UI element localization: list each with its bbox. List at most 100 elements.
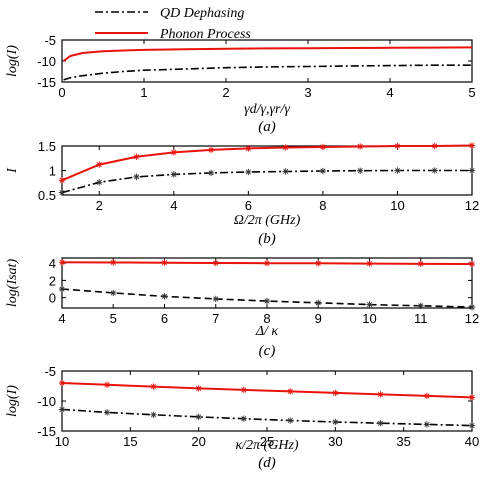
- marker-stroke: [59, 380, 65, 386]
- y-tick-label: -5: [44, 33, 56, 48]
- data-point-qd-dephasing: [103, 409, 111, 416]
- data-point-phonon-process: [96, 161, 103, 168]
- series-line-phonon-process: [61, 382, 473, 399]
- marker-stroke: [394, 167, 401, 174]
- x-tick-label: 2: [96, 198, 103, 213]
- y-tick-label: 1: [49, 164, 56, 179]
- marker-stroke: [161, 293, 168, 299]
- x-tick-label: 4: [386, 85, 393, 100]
- marker-stroke: [315, 260, 321, 266]
- plot-frame: [61, 370, 473, 432]
- data-point-phonon-process: [58, 379, 66, 387]
- marker-stroke: [394, 143, 401, 149]
- legend-label-phonon-process: Phonon Process: [159, 27, 251, 42]
- data-point-qd-dephasing: [431, 167, 438, 174]
- x-tick-label: 30: [328, 434, 342, 449]
- marker-stroke: [213, 260, 219, 266]
- x-tick-label: 4: [58, 311, 65, 326]
- marker-stroke: [469, 423, 475, 429]
- data-point-phonon-process: [319, 143, 327, 151]
- data-point-qd-dephasing: [96, 179, 103, 186]
- marker-stroke: [59, 406, 65, 412]
- marker-stroke: [418, 303, 424, 309]
- marker-stroke: [287, 388, 293, 394]
- panel-caption: (a): [258, 119, 276, 135]
- marker-stroke: [110, 290, 116, 296]
- x-tick-label: 11: [414, 311, 428, 326]
- marker-stroke: [151, 384, 157, 390]
- data-point-qd-dephasing: [110, 289, 117, 297]
- x-tick-label: 10: [55, 434, 69, 449]
- marker-stroke: [96, 179, 102, 185]
- marker-stroke: [161, 260, 168, 266]
- marker-stroke: [315, 300, 321, 306]
- data-point-phonon-process: [417, 260, 424, 268]
- y-axis-label: log(I): [5, 45, 20, 77]
- data-point-qd-dephasing: [423, 421, 431, 428]
- x-tick-label: 8: [263, 311, 270, 326]
- marker-stroke: [104, 409, 110, 415]
- marker-stroke: [469, 261, 475, 267]
- data-point-qd-dephasing: [356, 167, 364, 174]
- x-tick-label: 1: [140, 85, 147, 100]
- marker-stroke: [432, 167, 438, 174]
- marker-stroke: [151, 412, 157, 418]
- marker-stroke: [377, 420, 383, 426]
- x-tick-label: 0: [58, 85, 65, 100]
- data-point-qd-dephasing: [58, 189, 66, 196]
- data-point-phonon-process: [282, 144, 289, 151]
- marker-stroke: [133, 154, 140, 160]
- series-line-phonon-process: [61, 144, 473, 182]
- data-point-qd-dephasing: [240, 415, 247, 422]
- data-point-phonon-process: [195, 385, 202, 392]
- y-axis-label: log(I): [5, 385, 20, 417]
- marker-stroke: [377, 391, 383, 397]
- marker-stroke: [418, 261, 424, 267]
- x-tick-label: 40: [465, 434, 479, 449]
- y-axis-label: I: [5, 167, 20, 174]
- panel-b: 2 4 6 8 10 12 0.5 1 1.5 Ω/2π (GHz) I (b): [5, 139, 479, 247]
- marker-stroke: [287, 417, 293, 424]
- x-tick-label: 15: [123, 434, 137, 449]
- data-point-qd-dephasing: [319, 167, 327, 175]
- x-axis-label: κ/2π (GHz): [235, 438, 298, 453]
- data-point-qd-dephasing: [417, 302, 424, 310]
- data-point-phonon-process: [332, 389, 339, 397]
- y-tick-label: -10: [37, 394, 56, 409]
- data-point-qd-dephasing: [212, 295, 219, 303]
- data-point-qd-dephasing: [468, 167, 476, 174]
- data-point-phonon-process: [170, 149, 178, 156]
- series-line-qd-dephasing: [61, 408, 473, 427]
- marker-stroke: [208, 170, 214, 176]
- data-point-phonon-process: [394, 142, 401, 150]
- data-point-phonon-process: [287, 388, 294, 395]
- x-tick-label: 4: [170, 198, 177, 213]
- y-tick-label: -15: [37, 424, 56, 439]
- data-point-phonon-process: [212, 259, 219, 267]
- y-tick-label: 0: [49, 291, 56, 306]
- marker-stroke: [469, 304, 475, 310]
- data-point-phonon-process: [468, 260, 476, 268]
- legend-label-qd-dephasing: QD Dephasing: [160, 6, 244, 21]
- marker-stroke: [196, 414, 202, 420]
- legend: QD Dephasing Phonon Process: [95, 6, 251, 42]
- marker-stroke: [357, 168, 363, 174]
- data-point-qd-dephasing: [58, 285, 66, 293]
- marker-stroke: [469, 394, 475, 400]
- marker-stroke: [432, 143, 438, 149]
- x-axis-label: Δ/ κ: [255, 324, 279, 339]
- data-point-phonon-process: [431, 142, 438, 150]
- data-point-phonon-process: [161, 259, 168, 266]
- y-tick-label: -5: [44, 364, 56, 379]
- data-point-qd-dephasing: [170, 171, 178, 178]
- marker-stroke: [96, 162, 102, 168]
- data-point-qd-dephasing: [468, 422, 476, 429]
- data-point-phonon-process: [356, 143, 364, 150]
- x-tick-label: 8: [319, 198, 326, 213]
- data-point-qd-dephasing: [282, 168, 289, 175]
- x-tick-label: 6: [245, 198, 252, 213]
- marker-stroke: [241, 416, 247, 422]
- x-tick-label: 12: [465, 198, 479, 213]
- data-point-phonon-process: [245, 145, 252, 152]
